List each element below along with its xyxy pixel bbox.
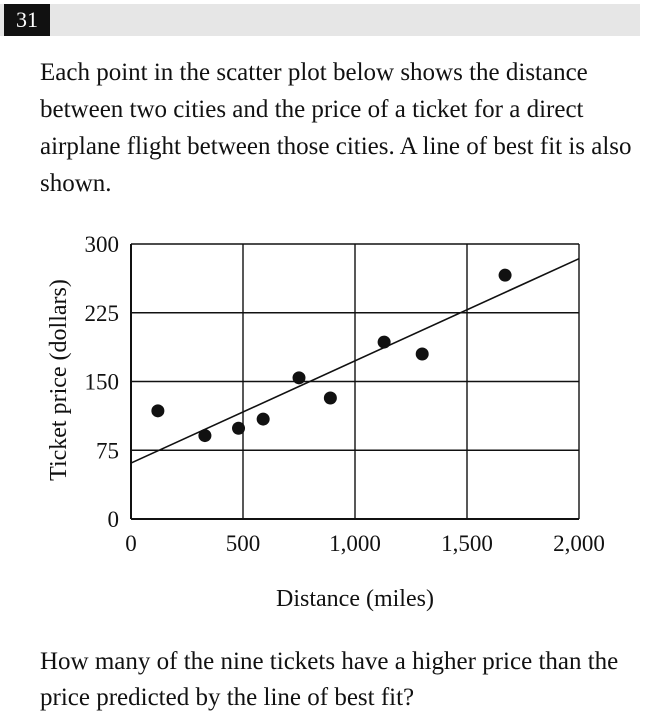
data-point (292, 371, 306, 385)
best-fit-line-group (130, 257, 580, 464)
y-tick-label: 225 (85, 301, 120, 326)
y-tick-label: 300 (85, 232, 120, 257)
x-tick-label: 2,000 (553, 531, 605, 556)
x-tick-label: 0 (125, 531, 137, 556)
question-number: 31 (4, 4, 50, 36)
data-point (415, 347, 429, 361)
y-tick-label: 75 (96, 438, 119, 463)
data-point (498, 268, 512, 282)
question-prompt: Each point in the scatter plot below sho… (40, 59, 632, 197)
x-tick-label: 1,000 (329, 531, 381, 556)
scatter-plot: 0 75 150 225 300 0 500 1,000 1,500 2,000 Distance… (46, 232, 605, 612)
data-point (377, 335, 391, 349)
grid-lines (130, 243, 580, 520)
x-tick-label: 1,500 (441, 531, 493, 556)
data-point (256, 412, 270, 426)
y-tick-label: 150 (85, 370, 120, 395)
question-text: How many of the nine tickets have a high… (40, 648, 619, 711)
data-point (323, 391, 337, 405)
data-point (198, 429, 212, 443)
x-axis-title: Distance (miles) (276, 586, 434, 612)
y-axis-title: Ticket price (dollars) (46, 279, 72, 481)
best-fit-line (130, 257, 580, 464)
question-header-bar (0, 4, 640, 36)
x-tick-label: 500 (226, 531, 261, 556)
y-tick-label: 0 (108, 507, 120, 532)
data-point (232, 421, 246, 435)
tick-labels: 0 75 150 225 300 0 500 1,000 1,500 2,000 (85, 232, 605, 556)
data-points (151, 268, 512, 443)
data-point (151, 404, 165, 418)
